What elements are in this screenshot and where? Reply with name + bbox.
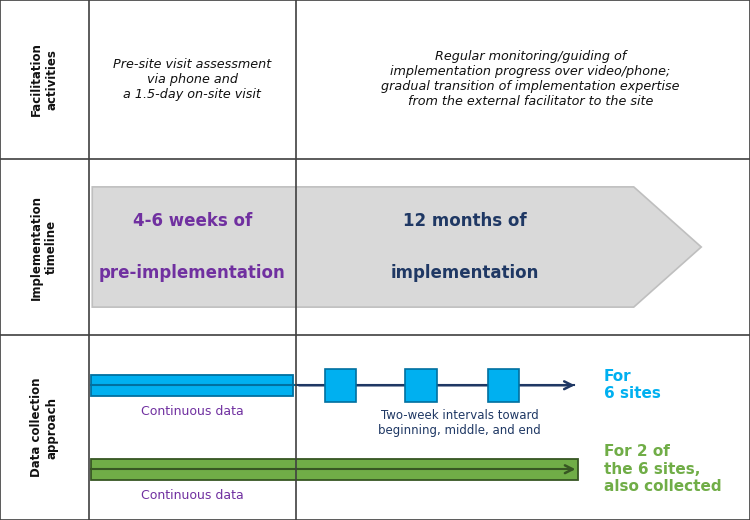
FancyBboxPatch shape — [488, 369, 519, 401]
FancyBboxPatch shape — [91, 459, 578, 480]
Text: Two-week intervals toward
beginning, middle, and end: Two-week intervals toward beginning, mid… — [378, 409, 541, 437]
Text: Pre-site visit assessment
via phone and
a 1.5-day on-site visit: Pre-site visit assessment via phone and … — [113, 58, 272, 101]
Text: Continuous data: Continuous data — [141, 405, 244, 418]
Text: For 2 of
the 6 sites,
also collected: For 2 of the 6 sites, also collected — [604, 444, 722, 494]
Text: Implementation
timeline: Implementation timeline — [30, 194, 58, 300]
FancyBboxPatch shape — [91, 374, 292, 396]
FancyBboxPatch shape — [405, 369, 436, 401]
Text: For
6 sites: For 6 sites — [604, 369, 661, 401]
Polygon shape — [92, 187, 701, 307]
Text: Continuous data: Continuous data — [141, 489, 244, 502]
Text: 4-6 weeks of

pre-implementation: 4-6 weeks of pre-implementation — [99, 212, 286, 282]
FancyBboxPatch shape — [325, 369, 356, 401]
Text: Data collection
approach: Data collection approach — [30, 378, 58, 477]
Text: Facilitation
activities: Facilitation activities — [30, 42, 58, 116]
Text: 12 months of

implementation: 12 months of implementation — [391, 212, 539, 282]
Text: Regular monitoring/guiding of
implementation progress over video/phone;
gradual : Regular monitoring/guiding of implementa… — [381, 50, 680, 108]
